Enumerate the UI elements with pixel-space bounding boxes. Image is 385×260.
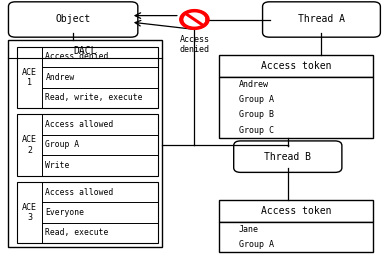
Text: Group A: Group A — [239, 95, 274, 104]
Text: Access denied: Access denied — [45, 53, 109, 61]
Text: Read, execute: Read, execute — [45, 229, 109, 237]
Text: Group A: Group A — [45, 140, 80, 150]
Text: Group B: Group B — [239, 110, 274, 119]
Bar — [17, 47, 158, 108]
Text: ACE
3: ACE 3 — [22, 203, 37, 222]
Bar — [17, 182, 158, 243]
Bar — [8, 40, 162, 247]
Text: Access
denied: Access denied — [179, 35, 209, 55]
Text: Access allowed: Access allowed — [45, 188, 114, 197]
Text: Group A: Group A — [239, 240, 274, 249]
Text: Object: Object — [55, 15, 91, 24]
FancyBboxPatch shape — [263, 2, 380, 37]
Text: ACE
1: ACE 1 — [22, 68, 37, 87]
Bar — [219, 222, 373, 252]
Text: Access token: Access token — [261, 61, 332, 71]
Text: ACE
2: ACE 2 — [22, 135, 37, 155]
Text: Thread B: Thread B — [264, 152, 311, 162]
Bar — [17, 114, 158, 176]
Text: DACL: DACL — [73, 46, 97, 56]
Text: Thread A: Thread A — [298, 15, 345, 24]
Text: Read, write, execute: Read, write, execute — [45, 93, 143, 102]
Text: Write: Write — [45, 161, 70, 170]
Bar — [219, 77, 373, 138]
FancyBboxPatch shape — [234, 141, 342, 172]
Text: Jane: Jane — [239, 225, 259, 234]
Bar — [219, 55, 373, 77]
Text: Andrew: Andrew — [45, 73, 75, 82]
FancyBboxPatch shape — [8, 2, 138, 37]
Text: Andrew: Andrew — [239, 80, 269, 89]
Bar — [219, 200, 373, 222]
Text: Access allowed: Access allowed — [45, 120, 114, 129]
Circle shape — [180, 10, 209, 29]
Text: Group C: Group C — [239, 126, 274, 135]
Text: Everyone: Everyone — [45, 208, 84, 217]
Text: Access token: Access token — [261, 206, 332, 216]
Circle shape — [184, 12, 205, 27]
